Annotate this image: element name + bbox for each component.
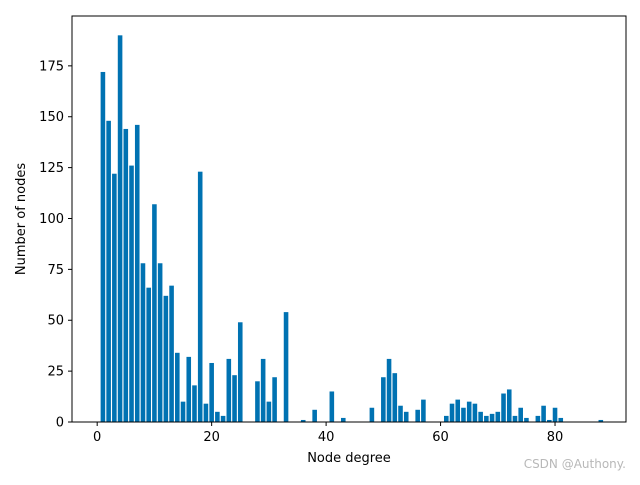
- y-tick-label-100: 100: [39, 212, 64, 227]
- bar-degree-53: [398, 405, 403, 422]
- y-tick-label-0: 0: [56, 416, 64, 431]
- y-tick-label-25: 25: [47, 365, 64, 380]
- bar-degree-30: [266, 401, 272, 422]
- bar-degree-24: [232, 375, 237, 422]
- bar-degree-33: [283, 312, 289, 422]
- y-tick-label-75: 75: [47, 263, 64, 278]
- bar-degree-5: [123, 128, 129, 422]
- bar-degree-21: [215, 411, 220, 422]
- x-tick-label-0: 0: [93, 430, 101, 445]
- bar-degree-48: [369, 407, 375, 422]
- x-tick-label-60: 60: [432, 430, 449, 445]
- bar-degree-25: [237, 322, 243, 422]
- bar-degree-64: [461, 407, 466, 422]
- bar-degree-11: [157, 263, 163, 422]
- bar-degree-38: [312, 409, 317, 422]
- bar-degree-2: [106, 120, 111, 422]
- bar-degree-20: [209, 362, 214, 422]
- plot-frame: [71, 15, 627, 423]
- watermark-text: CSDN @Authony.: [524, 457, 626, 471]
- bar-degree-71: [501, 393, 506, 422]
- x-axis-ticks: 0 20 40 60 80: [93, 422, 563, 445]
- bar-degree-79: [547, 419, 552, 422]
- bar-degree-80: [552, 407, 558, 422]
- bar-degree-23: [226, 358, 232, 422]
- x-tick-label-20: 20: [203, 430, 220, 445]
- x-tick-label-40: 40: [318, 430, 335, 445]
- bar-degree-3: [112, 173, 117, 422]
- bar-degree-66: [472, 403, 478, 422]
- bar-degree-50: [381, 377, 386, 422]
- bar-degree-56: [415, 409, 420, 422]
- bar-degree-73: [512, 415, 518, 422]
- y-tick-label-125: 125: [39, 161, 64, 176]
- bar-degree-10: [152, 204, 157, 422]
- bar-degree-63: [455, 399, 461, 422]
- bar-degree-7: [134, 124, 140, 422]
- bar-degree-43: [340, 417, 346, 422]
- bar-degree-31: [272, 377, 277, 422]
- bar-degree-65: [466, 401, 472, 422]
- bar-degree-36: [300, 419, 306, 422]
- bar-degree-22: [220, 415, 226, 422]
- bar-degree-29: [260, 358, 266, 422]
- bar-degree-13: [169, 285, 174, 422]
- bar-degree-18: [197, 171, 203, 422]
- bar-degree-54: [403, 411, 409, 422]
- bar-degree-68: [484, 415, 489, 422]
- bar-degree-19: [203, 403, 209, 422]
- bar-degree-70: [495, 411, 501, 422]
- bar-degree-62: [449, 403, 455, 422]
- y-tick-label-150: 150: [39, 110, 64, 125]
- bar-degree-16: [186, 356, 192, 422]
- bar-degree-12: [163, 295, 169, 422]
- x-tick-label-80: 80: [547, 430, 564, 445]
- bar-degree-28: [255, 381, 260, 422]
- bar-degree-15: [180, 401, 186, 422]
- bar-degree-67: [478, 411, 483, 422]
- bar-degree-77: [535, 415, 541, 422]
- bar-degree-9: [146, 287, 151, 422]
- bar-degree-74: [518, 407, 523, 422]
- bar-degree-1: [100, 71, 106, 423]
- y-axis-label: Number of nodes: [14, 163, 29, 275]
- bar-degree-4: [117, 35, 123, 422]
- y-tick-label-175: 175: [39, 59, 64, 74]
- bar-degree-78: [541, 405, 546, 422]
- bar-degree-52: [392, 373, 398, 422]
- x-axis-label: Node degree: [307, 451, 391, 466]
- bar-degree-57: [421, 399, 426, 422]
- bars-group: [100, 35, 604, 423]
- bar-degree-8: [140, 263, 146, 422]
- bar-degree-41: [329, 391, 335, 422]
- y-axis-ticks: 0 25 50 75 100 125 150 175: [39, 59, 72, 431]
- bar-degree-72: [506, 389, 512, 422]
- bar-degree-51: [386, 358, 392, 422]
- bar-degree-17: [192, 385, 197, 422]
- bar-degree-69: [489, 413, 495, 422]
- bar-degree-61: [444, 415, 449, 422]
- bar-degree-6: [129, 165, 134, 422]
- bar-degree-88: [598, 419, 604, 422]
- bar-degree-75: [524, 417, 529, 422]
- y-tick-label-50: 50: [47, 314, 64, 329]
- bar-degree-81: [558, 417, 564, 422]
- bar-degree-14: [175, 352, 180, 422]
